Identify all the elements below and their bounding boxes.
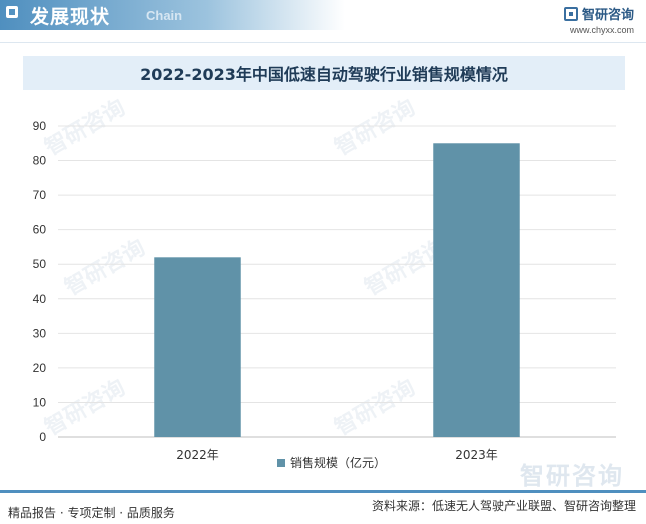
- footer-brand-watermark: 智研咨询: [520, 462, 624, 490]
- y-tick-label: 20: [33, 361, 47, 375]
- y-tick-label: 90: [33, 119, 47, 133]
- footer-divider: [0, 490, 646, 493]
- y-tick-label: 70: [33, 188, 47, 202]
- x-category-label: 2023年: [455, 448, 498, 462]
- bar: [433, 143, 520, 437]
- y-tick-label: 10: [33, 395, 47, 409]
- section-title: 发展现状: [30, 6, 111, 28]
- brand-logo-icon: [563, 6, 578, 21]
- header: 发展现状 Chain 智研咨询 www.chyxx.com: [0, 0, 646, 42]
- legend-swatch: [277, 459, 285, 467]
- source-label: 资料来源：: [371, 499, 432, 513]
- legend-label: 销售规模（亿元）: [290, 455, 386, 470]
- x-category-label: 2022年: [176, 448, 219, 462]
- source-text: 低速无人驾驶产业联盟、智研咨询整理: [431, 499, 636, 513]
- bar-chart: 0 10 20 30 40 50 60 70 80 90 2022年 2023年 销售规模（亿元）: [33, 119, 616, 470]
- source-note: 资料来源：低速无人驾驶产业联盟、智研咨询整理: [372, 497, 636, 514]
- chart-title-box: 2022-2023年中国低速自动驾驶行业销售规模情况: [23, 56, 625, 90]
- y-tick-label: 60: [33, 223, 47, 237]
- y-tick-label: 30: [33, 326, 47, 340]
- y-tick-label: 50: [33, 257, 47, 271]
- footer: 精品报告 · 专项定制 · 品质服务 资料来源：低速无人驾驶产业联盟、智研咨询整…: [0, 490, 646, 524]
- chart-title: 2022-2023年中国低速自动驾驶行业销售规模情况: [140, 65, 508, 84]
- brand-name: 智研咨询: [581, 8, 634, 23]
- bar: [154, 257, 241, 437]
- brand: 智研咨询 www.chyxx.com: [563, 4, 634, 35]
- y-tick-label: 0: [39, 430, 46, 444]
- y-tick-label: 80: [33, 154, 47, 168]
- section-banner: [0, 0, 345, 30]
- header-divider: [0, 42, 646, 43]
- brand-url: www.chyxx.com: [569, 25, 634, 35]
- section-subtitle: Chain: [146, 8, 183, 23]
- footer-slogan: 精品报告 · 专项定制 · 品质服务: [8, 506, 175, 520]
- y-tick-label: 40: [33, 292, 47, 306]
